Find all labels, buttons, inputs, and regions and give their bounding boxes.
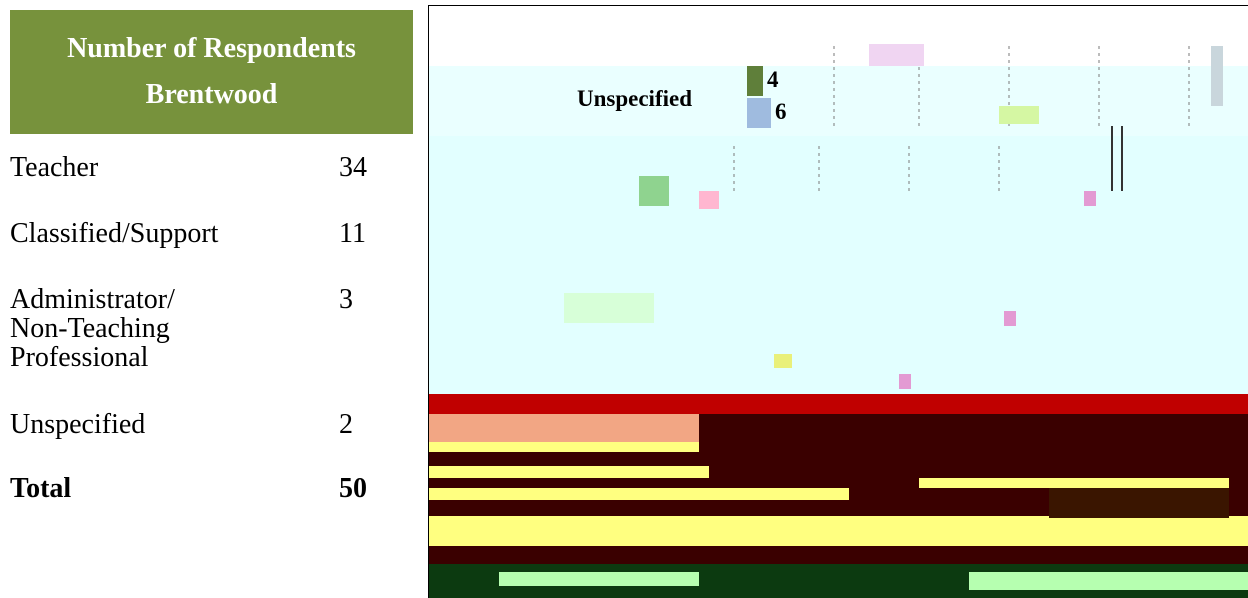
row-label-multiline: Administrator/ Non-Teaching Professional [10, 285, 310, 372]
chart-data-label: 4 [767, 67, 779, 92]
chart-band-yellow [429, 516, 1248, 546]
chart-artifact [1004, 311, 1016, 326]
chart-band-yellow [429, 466, 709, 478]
row-label-line: Administrator/ [10, 284, 175, 315]
table-header-location: Brentwood [145, 79, 278, 110]
row-value: 11 [339, 218, 366, 249]
chart-artifact [1211, 46, 1223, 106]
row-value: 3 [339, 284, 353, 315]
chart-band-red [429, 394, 1248, 414]
chart-band-brown [1049, 488, 1229, 518]
table-header: Number of Respondents Brentwood [10, 10, 413, 134]
chart-bars [747, 66, 771, 128]
row-label-line: Professional [10, 342, 149, 373]
chart-artifact [564, 293, 654, 323]
chart-gridlines [733, 46, 1190, 191]
chart-band-lightgreen [499, 572, 699, 586]
row-label: Classified/Support [10, 218, 219, 249]
row-value: 34 [339, 152, 367, 183]
chart-artifact [999, 106, 1039, 124]
row-value: 2 [339, 409, 353, 440]
chart-artifact [899, 374, 911, 389]
row-label-line: Non-Teaching [10, 313, 170, 344]
chart-category-label: Unspecified [577, 86, 692, 111]
chart-data-label: 6 [775, 99, 787, 124]
chart-band-lightgreen [969, 572, 1248, 590]
total-value: 50 [339, 473, 367, 504]
chart-artifact [869, 44, 924, 66]
chart-svg [429, 44, 1248, 598]
chart-image: Unspecified 4 6 [428, 5, 1248, 598]
chart-band [429, 66, 1248, 136]
total-label: Total [10, 473, 72, 504]
row-label: Teacher [10, 152, 99, 183]
chart-band-salmon [429, 414, 699, 442]
chart-band-yellow [429, 442, 699, 452]
chart-band-yellow [429, 488, 849, 500]
table-header-title: Number of Respondents [67, 33, 356, 64]
chart-artifact [1084, 191, 1096, 206]
chart-band-yellow [919, 478, 1229, 488]
chart-artifact [699, 191, 719, 209]
chart-bar [747, 98, 771, 128]
chart-artifact [639, 176, 669, 206]
row-label: Unspecified [10, 409, 146, 440]
chart-artifact [774, 354, 792, 368]
chart-bar [747, 66, 763, 96]
